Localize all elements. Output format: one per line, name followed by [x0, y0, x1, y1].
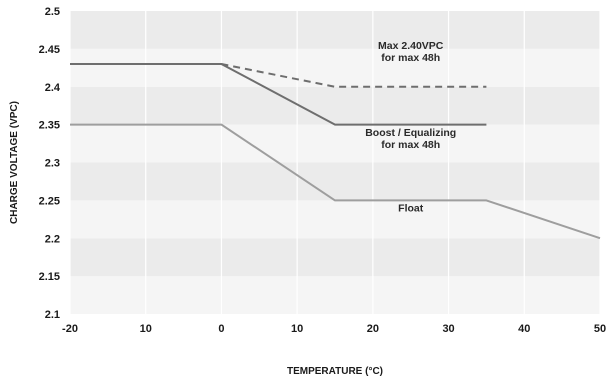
background-band [70, 48, 600, 87]
y-tick-label: 2.35 [39, 120, 60, 132]
series-annotation: Max 2.40VPC for max 48h [378, 40, 444, 64]
y-tick-label: 2.1 [45, 309, 60, 321]
x-tick-label: 10 [140, 323, 152, 335]
background-band [70, 11, 600, 49]
y-axis-title: CHARGE VOLTAGE (VPC) [9, 101, 20, 224]
y-tick-labels: 2.1 2.15 2.2 2.25 2.3 2.35 2.4 2.45 2.5 [39, 6, 61, 321]
plot-background-bands [70, 11, 600, 314]
series-lines [70, 63, 601, 240]
y-tick-label: 2.15 [39, 271, 60, 283]
y-tick-label: 2.25 [39, 195, 60, 207]
x-tick-label: 40 [518, 323, 530, 335]
background-band [70, 162, 600, 201]
x-tick-label: 50 [594, 323, 606, 335]
background-band [70, 276, 600, 314]
vertical-gridlines [69, 11, 601, 314]
y-tick-label: 2.2 [45, 233, 60, 245]
background-band [70, 200, 600, 239]
series-line-2 [70, 123, 601, 240]
x-tick-label: 0 [218, 323, 224, 335]
x-tick-label: 10 [291, 323, 303, 335]
x-tick-label: 20 [367, 323, 379, 335]
y-tick-label: 2.5 [45, 6, 60, 18]
series-annotations: Max 2.40VPC for max 48h Boost / Equalizing… [365, 40, 456, 215]
series-line-0 [221, 63, 487, 88]
x-tick-label: -20 [62, 323, 78, 335]
x-axis-title: TEMPERATURE (°C) [287, 366, 383, 377]
background-band [70, 124, 600, 163]
y-tick-label: 2.45 [39, 44, 60, 56]
background-band [70, 86, 600, 125]
x-tick-labels: -20 10 0 10 20 30 40 50 [62, 323, 606, 335]
background-band [70, 238, 600, 277]
series-line-1 [70, 63, 487, 126]
x-tick-label: 30 [442, 323, 454, 335]
series-annotation: Float [398, 203, 424, 215]
series-annotation: Boost / Equalizing for max 48h [365, 127, 456, 151]
y-tick-label: 2.4 [45, 82, 61, 94]
y-tick-label: 2.3 [45, 158, 60, 170]
